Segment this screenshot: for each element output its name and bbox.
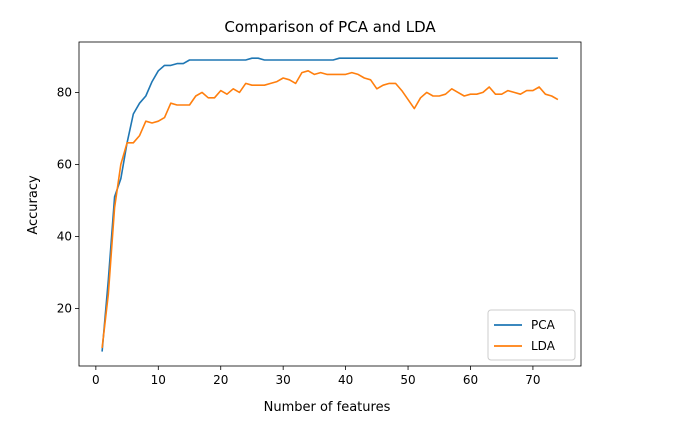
series-lines bbox=[101, 57, 559, 352]
x-tick-label: 20 bbox=[213, 373, 228, 387]
x-tick-label: 70 bbox=[525, 373, 540, 387]
series-line-pca bbox=[101, 57, 558, 352]
x-axis: 0 10 20 30 40 50 60 70 bbox=[92, 366, 541, 387]
chart-title: Comparison of PCA and LDA bbox=[224, 18, 436, 36]
series-line-lda bbox=[101, 70, 559, 349]
y-tick-label: 20 bbox=[57, 301, 72, 315]
y-tick-label: 40 bbox=[57, 229, 72, 243]
legend-label-lda: LDA bbox=[531, 339, 556, 353]
x-tick-label: 50 bbox=[400, 373, 415, 387]
x-axis-label: Number of features bbox=[264, 400, 391, 415]
y-axis-label: Accuracy bbox=[26, 175, 41, 235]
plot-area bbox=[78, 41, 582, 367]
y-tick-label: 60 bbox=[57, 157, 72, 171]
legend: PCA LDA bbox=[487, 309, 576, 361]
plot-frame bbox=[78, 41, 582, 367]
x-tick-label: 60 bbox=[463, 373, 478, 387]
y-axis: 20 40 60 80 bbox=[57, 85, 79, 315]
legend-label-pca: PCA bbox=[531, 318, 556, 332]
x-tick-label: 30 bbox=[276, 373, 291, 387]
x-tick-label: 10 bbox=[151, 373, 166, 387]
y-tick-label: 80 bbox=[57, 85, 72, 99]
legend-box bbox=[487, 309, 576, 361]
x-tick-label: 40 bbox=[338, 373, 353, 387]
x-tick-label: 0 bbox=[92, 373, 100, 387]
